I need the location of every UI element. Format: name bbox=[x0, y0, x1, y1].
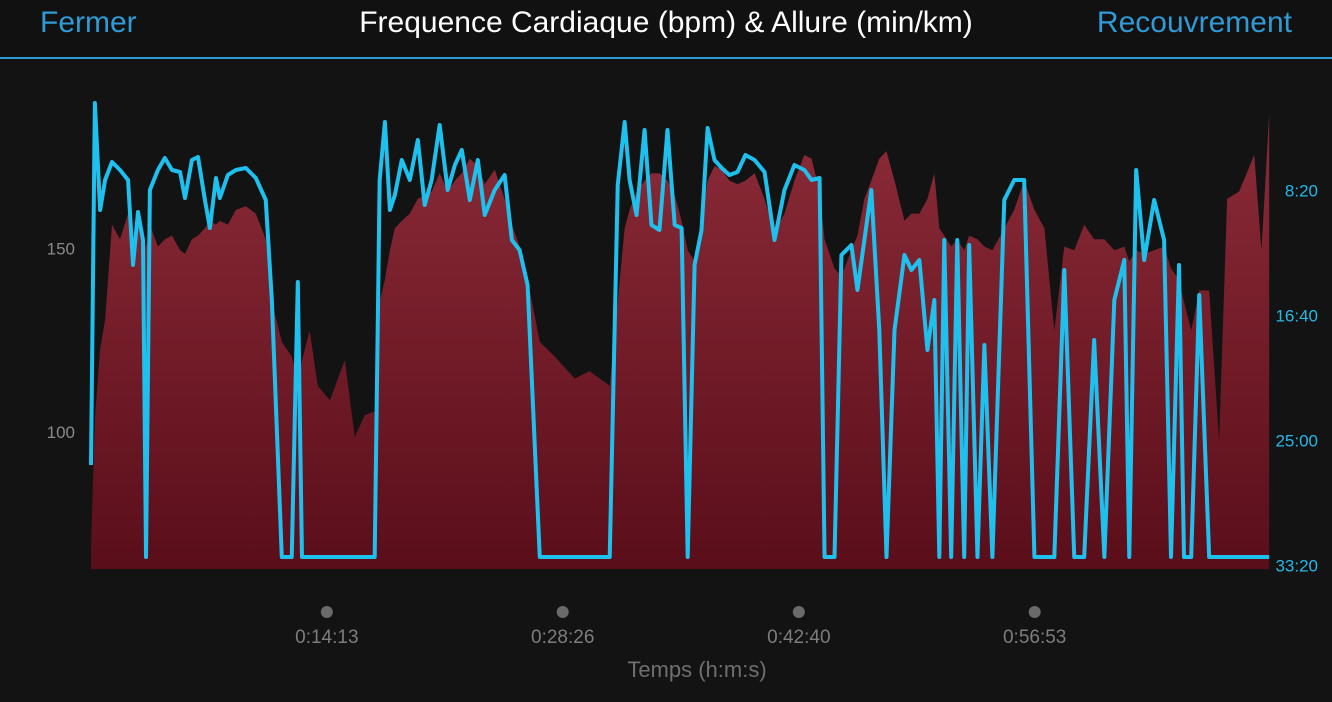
y-tick-label: 100 bbox=[47, 423, 75, 442]
y2-tick-label: 33:20 bbox=[1275, 556, 1318, 575]
y2-tick-label: 16:40 bbox=[1275, 306, 1318, 325]
chart-title: Frequence Cardiaque (bpm) & Allure (min/… bbox=[359, 6, 973, 39]
plot: 100 150 8:20 16:40 25:00 33:20 0:14:13 0:28:26 0… bbox=[47, 101, 1318, 648]
x-tick-dot bbox=[792, 606, 805, 618]
header-bar bbox=[0, 0, 1332, 58]
recovery-button[interactable]: Recouvrement bbox=[1097, 6, 1293, 39]
x-tick-label: 0:56:53 bbox=[1003, 627, 1066, 648]
y-tick-label: 150 bbox=[47, 240, 75, 259]
pace-line bbox=[89, 101, 1270, 559]
x-tick-dot bbox=[556, 606, 569, 618]
x-tick-dot bbox=[1028, 606, 1041, 618]
x-tick-label: 0:28:26 bbox=[531, 627, 594, 648]
x-axis-label: Temps (h:m:s) bbox=[627, 657, 766, 682]
x-tick-label: 0:42:40 bbox=[767, 627, 830, 648]
close-button[interactable]: Fermer bbox=[40, 6, 137, 39]
y2-tick-label: 25:00 bbox=[1275, 431, 1318, 450]
y2-tick-label: 8:20 bbox=[1285, 181, 1318, 200]
x-tick-dot bbox=[320, 606, 333, 618]
x-tick-label: 0:14:13 bbox=[295, 627, 358, 648]
